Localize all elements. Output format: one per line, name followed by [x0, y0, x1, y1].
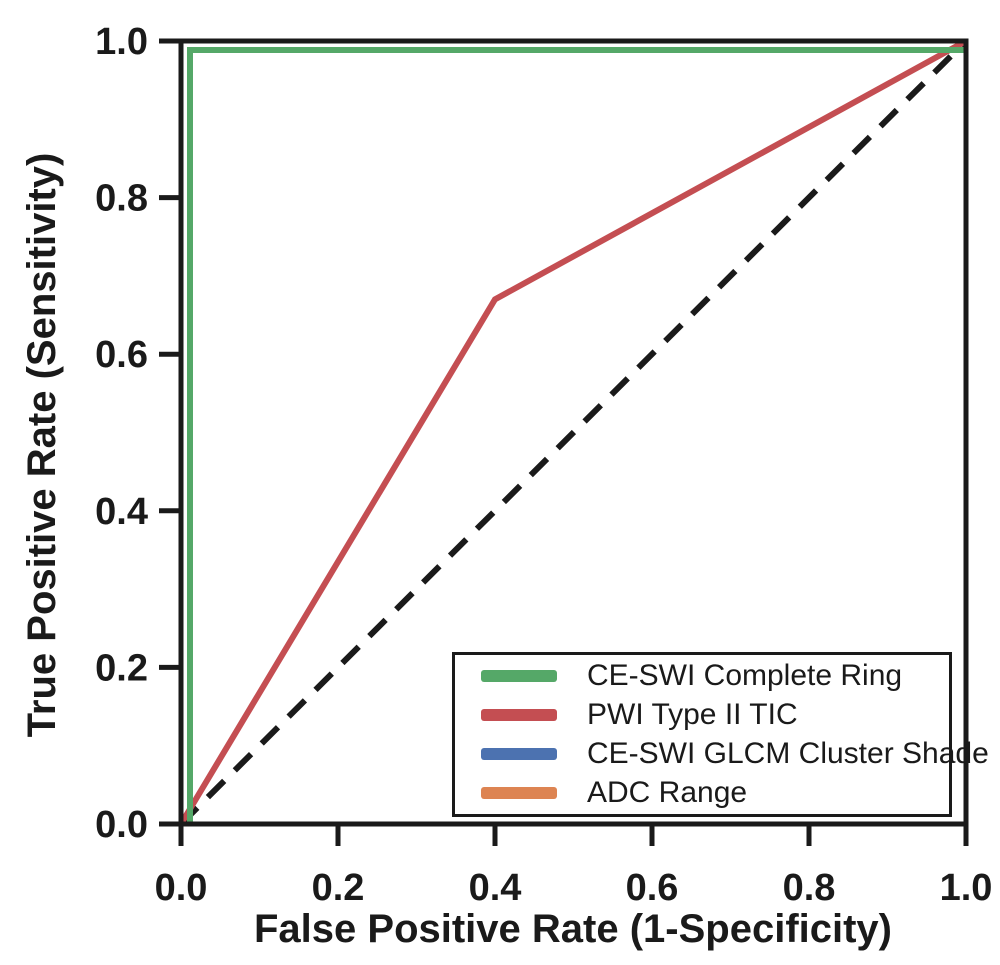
legend-swatch: [481, 670, 557, 682]
x-tick-label: 0.4: [469, 867, 522, 909]
y-tick-label: 1.0: [95, 21, 148, 63]
y-tick-label: 0.0: [95, 804, 148, 846]
plot-frame: [178, 38, 969, 827]
chance-diagonal-line: [178, 38, 969, 827]
x-axis-title: False Positive Rate (1-Specificity): [254, 907, 892, 951]
legend-label: CE-SWI GLCM Cluster Shade: [587, 737, 989, 770]
legend-item: ADC Range: [455, 774, 949, 813]
x-tick-label: 0.8: [783, 867, 836, 909]
legend-label: CE-SWI Complete Ring: [587, 659, 903, 692]
y-axis-title: True Positive Rate (Sensitivity): [20, 153, 64, 738]
legend-item: PWI Type II TIC: [455, 696, 949, 735]
y-tick-label: 0.6: [95, 334, 148, 376]
x-tick-label: 0.0: [155, 867, 208, 909]
series-line-pwi-type-ii-tic: [178, 38, 968, 826]
y-tick-label: 0.2: [95, 647, 148, 689]
legend-label: ADC Range: [587, 776, 748, 809]
legend-swatch: [481, 787, 557, 799]
legend-item: CE-SWI GLCM Cluster Shade: [455, 735, 989, 774]
legend-box: CE-SWI Complete Ring PWI Type II TIC CE-SW…: [452, 652, 989, 817]
series-line-ce-swi-complete-ring: [187, 47, 966, 824]
legend-item: CE-SWI Complete Ring: [455, 657, 949, 696]
legend-swatch: [481, 748, 557, 760]
y-tick-label: 0.4: [95, 491, 148, 533]
y-tick-label: 0.8: [95, 178, 148, 220]
legend-swatch: [481, 709, 557, 721]
x-tick-label: 0.6: [626, 867, 679, 909]
legend-label: PWI Type II TIC: [587, 698, 798, 731]
x-tick-label: 0.2: [312, 867, 365, 909]
x-tick-label: 1.0: [940, 867, 993, 909]
